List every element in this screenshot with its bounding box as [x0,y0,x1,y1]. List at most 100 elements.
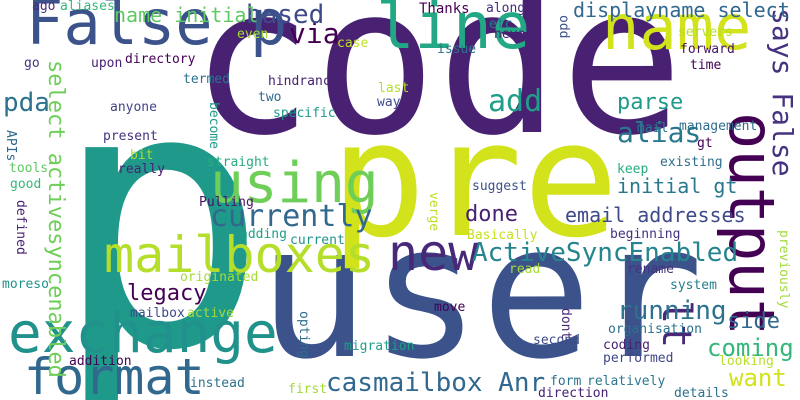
cloud-word: legacy [127,281,207,306]
cloud-word: defined [13,200,28,255]
cloud-word: lt [653,300,699,349]
cloud-word: form [550,374,582,389]
cloud-word: exchange [8,301,278,366]
cloud-word: format [24,348,205,400]
cloud-word: rename [627,262,674,277]
cloud-word: active [187,306,234,321]
cloud-word: anyone [110,100,157,115]
cloud-word: keep [617,162,649,177]
cloud-word: side [727,309,780,334]
cloud-word: performed [603,351,674,366]
cloud-word: p [52,10,269,400]
cloud-word: termed [183,72,230,87]
cloud-word: last [378,81,410,96]
cloud-word: go [24,56,40,71]
cloud-word: first [288,382,328,397]
cloud-word: APIs [3,130,18,162]
cloud-word: pre [330,86,619,273]
cloud-word: upon [91,56,123,71]
cloud-word: beginning [610,227,681,242]
cloud-word: issue [437,42,477,57]
cloud-word: current [290,233,345,248]
cloud-word: dont [558,308,573,340]
cloud-word: pda [3,88,50,118]
cloud-word: mailboxes [104,226,375,284]
cloud-word: mail [637,121,669,136]
cloud-word: done [465,202,518,227]
cloud-word: previously [776,230,791,309]
cloud-word: tools [9,161,49,176]
cloud-word: two [258,90,282,105]
cloud-word: addition [69,354,132,369]
cloud-word: good [10,177,42,192]
cloud-word: initial gt [617,174,738,198]
cloud-word: ActiveSyncEnabled [472,238,739,268]
cloud-word: relatively [587,374,666,389]
cloud-word: code [190,0,684,181]
cloud-word: become [206,102,221,149]
cloud-word: parse [617,90,684,115]
cloud-word: instead [190,376,245,391]
cloud-word: along [486,1,526,16]
cloud-word: hindrance [268,74,339,89]
cloud-word: suggest [472,179,527,194]
cloud-word: present [103,129,158,144]
cloud-word: way [377,95,401,110]
cloud-word: ago [32,0,56,14]
cloud-word: via [289,17,340,50]
cloud-word: based [246,0,325,30]
cloud-word: direction [538,386,609,400]
cloud-word: displayname select [573,0,790,22]
cloud-word: Pulling [199,195,254,210]
cloud-word: verge [426,192,441,232]
cloud-word: user [258,184,704,400]
cloud-word: coding [603,338,650,353]
cloud-word: new [388,224,479,282]
cloud-word: Basically [467,228,538,243]
cloud-word: output [715,112,788,336]
cloud-word: straight [207,155,270,170]
cloud-word: currently [210,199,373,234]
cloud-word: moreso [2,277,49,292]
cloud-word: mailbox [130,306,185,321]
cloud-word: existing [660,155,723,170]
cloud-word: looking [719,354,774,369]
cloud-word: details [674,386,729,400]
cloud-word: really [118,162,165,177]
cloud-word: gt [697,136,713,151]
cloud-word: case [337,36,369,51]
cloud-word: never [494,27,534,42]
cloud-word: management [679,119,758,134]
cloud-word: add [488,84,543,119]
cloud-word: False p [26,0,288,59]
cloud-word: line [376,0,531,64]
cloud-word: move [434,300,466,315]
cloud-word: Thanks [419,1,470,17]
cloud-word: casmailbox Anr [326,368,546,398]
cloud-word: bit [130,148,154,163]
cloud-word: specific [273,106,336,121]
cloud-word: originated [180,270,259,285]
cloud-word: read [509,262,541,277]
cloud-word: forward [680,42,735,57]
cloud-word: want [729,364,787,392]
cloud-word: running [617,296,727,326]
cloud-word: second [533,333,580,348]
cloud-word: coming [707,334,794,362]
cloud-word: email addresses [565,203,746,227]
cloud-word: servers [678,25,733,40]
cloud-word: organisation [608,322,702,337]
cloud-word: etc [489,17,513,32]
cloud-word: directory [125,52,196,67]
cloud-word: adding [240,227,287,242]
cloud-word: even [237,27,269,42]
cloud-word: time [690,58,722,73]
cloud-word: opting [296,311,311,358]
cloud-word: alias [617,116,702,149]
cloud-word: select activesyncenabled [43,60,68,378]
cloud-word: using [210,151,379,216]
cloud-word: aliases [60,0,115,14]
cloud-word: says False [766,8,799,177]
cloud-word: odd [556,15,571,39]
